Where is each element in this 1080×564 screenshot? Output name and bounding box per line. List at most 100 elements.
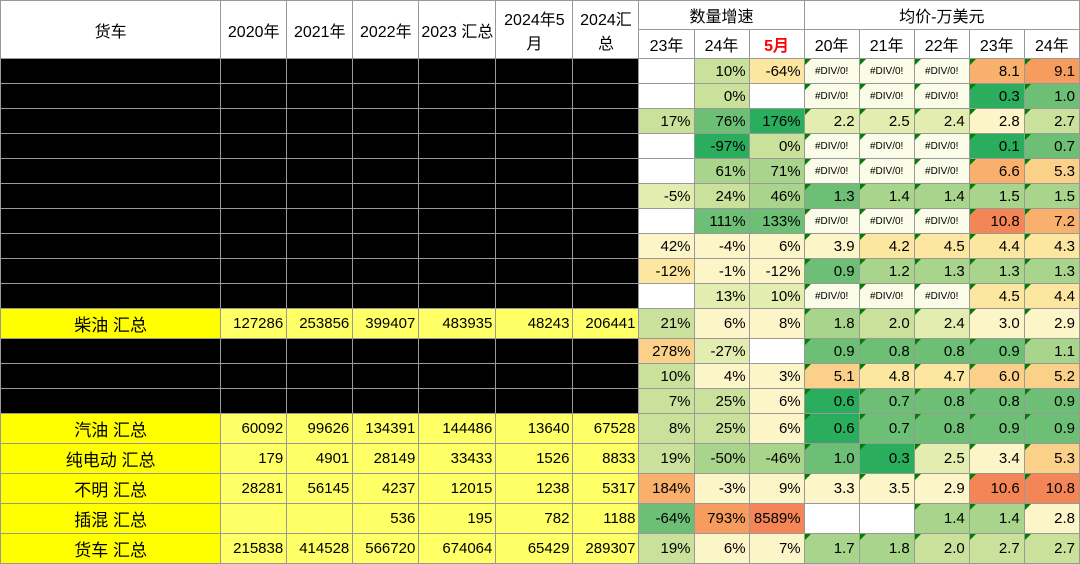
col-growth-23: 23年 xyxy=(639,30,694,59)
year-cell xyxy=(287,504,353,534)
year-cell xyxy=(573,134,639,159)
year-cell xyxy=(221,134,287,159)
price-cell: 2.0 xyxy=(914,534,969,564)
year-cell: 1526 xyxy=(496,444,573,474)
row-label xyxy=(1,184,221,209)
year-cell xyxy=(573,339,639,364)
growth-cell: -64% xyxy=(749,59,804,84)
year-cell xyxy=(221,504,287,534)
year-cell: 56145 xyxy=(287,474,353,504)
growth-cell: 0% xyxy=(749,134,804,159)
growth-cell: 10% xyxy=(694,59,749,84)
year-cell xyxy=(287,209,353,234)
price-cell: 1.3 xyxy=(969,259,1024,284)
price-cell: 1.5 xyxy=(969,184,1024,209)
growth-cell: 42% xyxy=(639,234,694,259)
year-cell: 4901 xyxy=(287,444,353,474)
row-label: 货车 汇总 xyxy=(1,534,221,564)
year-cell: 536 xyxy=(353,504,419,534)
year-cell: 67528 xyxy=(573,414,639,444)
data-row: 111%133%#DIV/0!#DIV/0!#DIV/0!10.87.2 xyxy=(1,209,1080,234)
growth-cell: 6% xyxy=(694,309,749,339)
year-cell xyxy=(419,284,496,309)
year-cell xyxy=(353,59,419,84)
growth-cell: 7% xyxy=(639,389,694,414)
year-cell xyxy=(419,234,496,259)
year-cell xyxy=(221,389,287,414)
price-cell: 5.1 xyxy=(804,364,859,389)
price-cell: 1.4 xyxy=(914,184,969,209)
col-growth-may: 5月 xyxy=(749,30,804,59)
price-cell: #DIV/0! xyxy=(859,134,914,159)
row-label xyxy=(1,234,221,259)
year-cell: 253856 xyxy=(287,309,353,339)
year-cell: 414528 xyxy=(287,534,353,564)
year-cell xyxy=(221,84,287,109)
price-cell: 0.6 xyxy=(804,414,859,444)
year-cell xyxy=(496,389,573,414)
year-cell xyxy=(573,364,639,389)
row-label: 纯电动 汇总 xyxy=(1,444,221,474)
growth-cell xyxy=(639,84,694,109)
price-cell: 0.3 xyxy=(859,444,914,474)
year-cell xyxy=(496,209,573,234)
price-cell: #DIV/0! xyxy=(859,284,914,309)
year-cell xyxy=(287,134,353,159)
price-cell xyxy=(859,504,914,534)
year-cell xyxy=(419,339,496,364)
growth-cell: -12% xyxy=(749,259,804,284)
growth-cell: 0% xyxy=(694,84,749,109)
price-cell: 0.8 xyxy=(914,414,969,444)
price-cell: 0.3 xyxy=(969,84,1024,109)
year-cell xyxy=(353,259,419,284)
year-cell xyxy=(353,109,419,134)
growth-cell: -50% xyxy=(694,444,749,474)
price-cell: #DIV/0! xyxy=(804,159,859,184)
year-cell xyxy=(287,259,353,284)
price-cell: 4.5 xyxy=(969,284,1024,309)
year-cell xyxy=(496,259,573,284)
year-cell xyxy=(496,84,573,109)
price-cell: 2.7 xyxy=(969,534,1024,564)
price-cell: 0.8 xyxy=(859,339,914,364)
price-cell: 0.9 xyxy=(1024,389,1079,414)
year-cell xyxy=(353,284,419,309)
price-cell: 10.8 xyxy=(969,209,1024,234)
price-cell: 10.6 xyxy=(969,474,1024,504)
year-cell xyxy=(221,259,287,284)
price-cell: 0.7 xyxy=(859,414,914,444)
price-cell: 5.3 xyxy=(1024,444,1079,474)
col-2022: 2022年 xyxy=(353,1,419,59)
year-cell xyxy=(353,184,419,209)
year-cell: 1238 xyxy=(496,474,573,504)
price-cell: 0.9 xyxy=(969,414,1024,444)
price-cell: 1.2 xyxy=(859,259,914,284)
price-cell: 4.2 xyxy=(859,234,914,259)
growth-cell: -64% xyxy=(639,504,694,534)
year-cell xyxy=(287,389,353,414)
year-cell xyxy=(221,184,287,209)
year-cell: 206441 xyxy=(573,309,639,339)
growth-cell: 10% xyxy=(639,364,694,389)
growth-cell: 793% xyxy=(694,504,749,534)
row-label xyxy=(1,84,221,109)
price-cell: 6.0 xyxy=(969,364,1024,389)
price-cell: 1.3 xyxy=(914,259,969,284)
price-cell: 1.3 xyxy=(804,184,859,209)
col-price-22: 22年 xyxy=(914,30,969,59)
row-label xyxy=(1,134,221,159)
growth-cell: 111% xyxy=(694,209,749,234)
growth-cell: -5% xyxy=(639,184,694,209)
row-label xyxy=(1,59,221,84)
year-cell xyxy=(353,389,419,414)
year-cell xyxy=(353,364,419,389)
price-cell: 1.5 xyxy=(1024,184,1079,209)
row-label xyxy=(1,109,221,134)
row-label xyxy=(1,209,221,234)
year-cell xyxy=(287,364,353,389)
growth-cell xyxy=(749,339,804,364)
price-cell: 5.2 xyxy=(1024,364,1079,389)
price-cell: 0.6 xyxy=(804,389,859,414)
data-row: 10%-64%#DIV/0!#DIV/0!#DIV/0!8.19.1 xyxy=(1,59,1080,84)
growth-cell: 176% xyxy=(749,109,804,134)
